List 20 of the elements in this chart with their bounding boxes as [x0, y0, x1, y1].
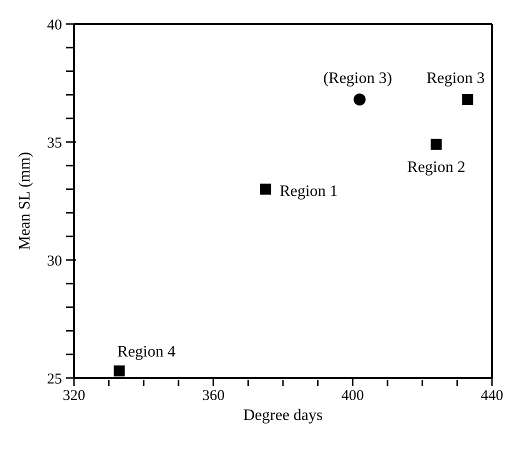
- annotation: Region 4: [117, 344, 176, 361]
- annotation: Region 1: [280, 182, 338, 200]
- x-tick-label: 360: [202, 388, 225, 404]
- y-axis-title: Mean SL (mm): [16, 152, 34, 250]
- y-tick-label: 40: [47, 17, 62, 34]
- x-axis-title: Degree days: [243, 407, 323, 424]
- annotation: (Region 3): [323, 70, 392, 88]
- point: [462, 94, 474, 106]
- x-tick-label: 400: [341, 388, 364, 404]
- y-tick-label: 35: [47, 135, 62, 152]
- annotation: Region 3: [426, 70, 485, 88]
- point: [114, 365, 125, 376]
- y-tick-label: 25: [47, 371, 62, 388]
- annotation: Region 2: [407, 158, 466, 176]
- point: [354, 94, 366, 106]
- x-tick-label: 440: [480, 388, 504, 404]
- point: [430, 138, 442, 150]
- x-tick-label: 320: [62, 388, 86, 404]
- point: [260, 184, 272, 195]
- y-tick-label: 30: [47, 253, 62, 270]
